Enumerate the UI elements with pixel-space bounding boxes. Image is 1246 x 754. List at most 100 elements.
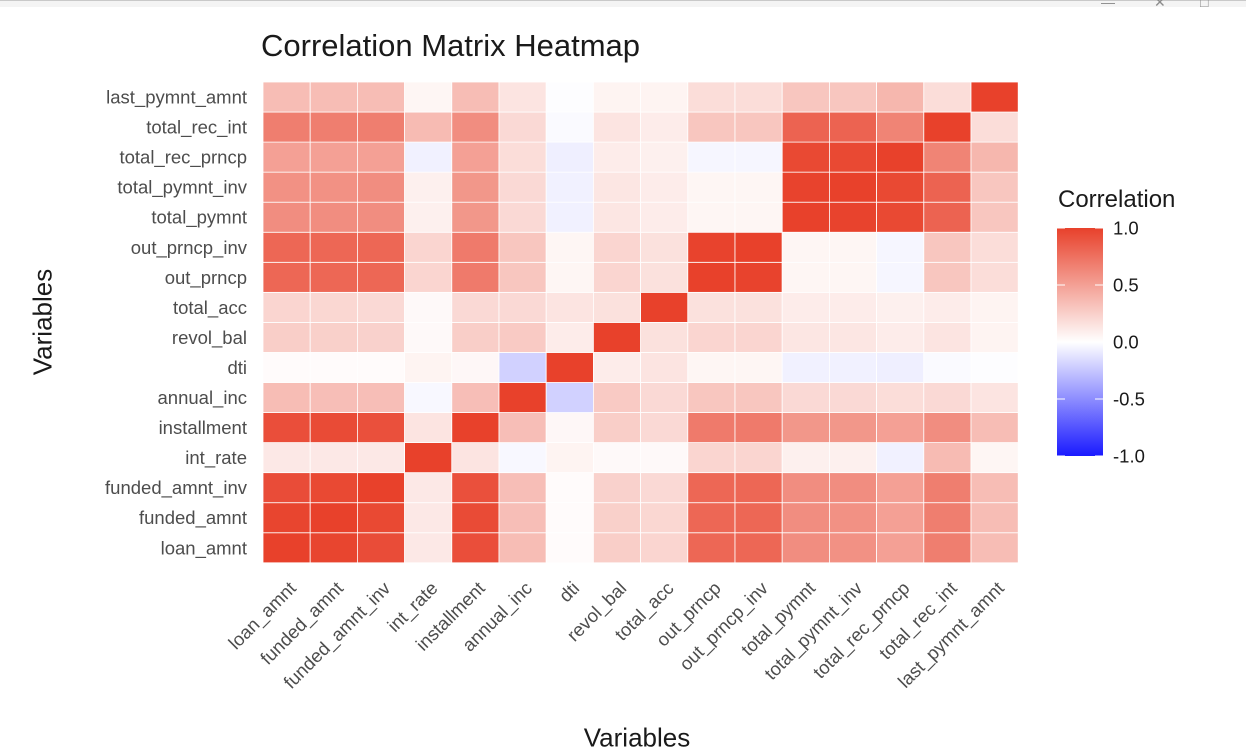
heatmap-cell [404,201,453,233]
heatmap-cell [498,352,547,383]
heatmap-cell [640,231,689,263]
heatmap-cell [309,81,358,113]
heatmap-cell [309,261,358,293]
y-tick-label: dti [227,357,247,378]
heatmap-cell [970,231,1019,263]
heatmap-cell [687,502,736,534]
heatmap-cell [404,171,453,203]
close-icon[interactable]: ✕ [1154,0,1166,10]
heatmap-cell [923,81,972,113]
legend-tick-label: -0.5 [1113,389,1145,410]
heatmap-cell [829,111,878,143]
heatmap-cell [262,201,311,233]
y-tick-label: annual_inc [158,387,248,409]
minimize-icon[interactable]: — [1101,0,1115,10]
heatmap-cell [640,81,689,113]
heatmap-cell [262,321,311,353]
heatmap-cell [498,412,547,443]
heatmap-cell [687,231,736,263]
heatmap-cell [404,141,453,173]
maximize-icon[interactable]: □ [1200,0,1209,10]
legend: 1.0 0.5 0.0 -0.5 -1.0 [1057,218,1145,467]
heatmap-cell [781,321,830,353]
heatmap-cell [970,111,1019,143]
heatmap-cell [687,81,736,113]
heatmap-cell [923,321,972,353]
heatmap-cell [781,472,830,504]
heatmap-cell [498,231,547,263]
heatmap-cell [734,532,783,564]
heatmap-cell [498,532,547,564]
heatmap-cell [356,81,405,113]
heatmap-cell [498,111,547,143]
heatmap-cell [498,472,547,504]
y-tick-label: total_pymnt [151,207,247,229]
heatmap-cell [309,141,358,173]
heatmap-cell [876,412,925,443]
heatmap-cell [262,382,311,413]
heatmap-cell [640,352,689,383]
heatmap-cell [404,111,453,143]
heatmap-cell [970,472,1019,504]
heatmap-cell [923,352,972,383]
heatmap-cell [309,352,358,383]
y-tick-label: funded_amnt_inv [105,477,248,499]
heatmap-cell [451,352,500,383]
heatmap-cell [687,472,736,504]
heatmap-cell [829,412,878,443]
heatmap-cell [545,141,594,173]
heatmap-cell [640,412,689,443]
heatmap-cell [356,261,405,293]
heatmap-cell [687,412,736,443]
heatmap-cell [593,261,642,293]
heatmap-cell [451,412,500,443]
legend-tick-label: 0.5 [1113,275,1139,296]
heatmap-cell [734,502,783,534]
heatmap-cell [451,442,500,474]
heatmap-cell [640,291,689,323]
heatmap-cell [309,502,358,534]
heatmap-cell [829,201,878,233]
heatmap-cell [640,141,689,173]
heatmap-cell [309,442,358,474]
heatmap-cell [262,141,311,173]
heatmap-cell [309,201,358,233]
heatmap-cell [640,472,689,504]
y-tick-label: total_pymnt_inv [117,177,247,199]
heatmap-cell [923,201,972,233]
heatmap-cell [923,472,972,504]
x-tick-label: dti [555,577,584,606]
heatmap-cell [593,382,642,413]
heatmap-cell [404,442,453,474]
heatmap-cell [640,171,689,203]
heatmap-cell [498,502,547,534]
heatmap-cell [545,382,594,413]
heatmap-cell [970,442,1019,474]
heatmap-cell [829,141,878,173]
heatmap-cell [545,352,594,383]
heatmap-cell [404,261,453,293]
heatmap-cell [356,171,405,203]
heatmap-cell [593,442,642,474]
heatmap-cell [876,111,925,143]
heatmap-cell [923,171,972,203]
heatmap-cell [545,231,594,263]
heatmap-cell [545,442,594,474]
heatmap-cell [593,321,642,353]
heatmap-cell [262,111,311,143]
heatmap-cell [309,532,358,564]
heatmap-cell [923,532,972,564]
heatmap-cell [734,291,783,323]
heatmap-cell [970,321,1019,353]
heatmap-cell [498,261,547,293]
heatmap-cell [923,442,972,474]
heatmap-cell [781,111,830,143]
heatmap-cell [829,532,878,564]
heatmap-cell [451,472,500,504]
heatmap-cell [829,261,878,293]
legend-tick-label: 1.0 [1113,218,1139,239]
heatmap-cell [309,231,358,263]
heatmap-cell [451,502,500,534]
heatmap-cell [923,502,972,534]
heatmap-cell [687,291,736,323]
